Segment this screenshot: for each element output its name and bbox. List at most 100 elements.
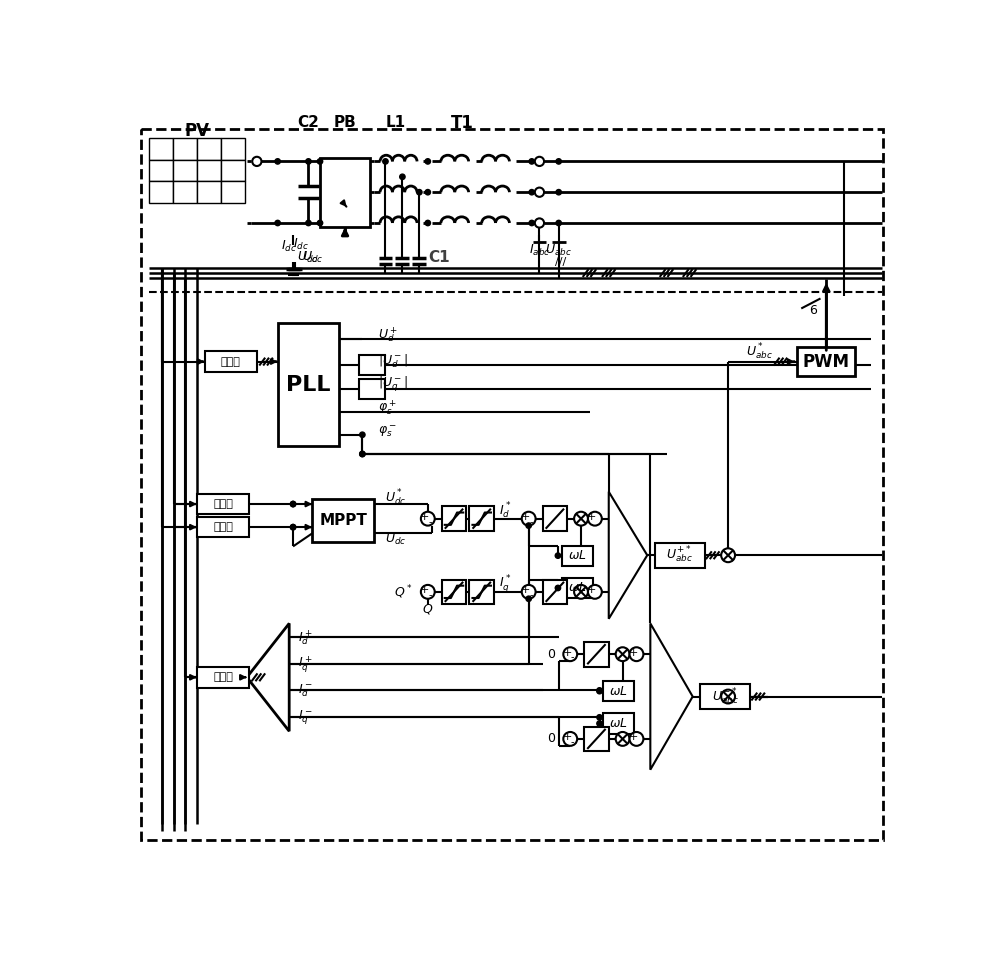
Bar xyxy=(469,580,494,604)
Text: -: - xyxy=(571,652,574,662)
Bar xyxy=(173,138,197,160)
Text: -: - xyxy=(428,589,432,600)
Text: $\varphi_s^-$: $\varphi_s^-$ xyxy=(378,423,397,439)
Bar xyxy=(278,324,339,446)
Text: $I_d^*$: $I_d^*$ xyxy=(499,501,512,521)
Bar xyxy=(197,160,221,181)
Circle shape xyxy=(383,158,388,164)
Bar xyxy=(197,138,221,160)
Circle shape xyxy=(597,721,602,726)
Text: $U_{dc}$: $U_{dc}$ xyxy=(297,251,318,265)
Bar xyxy=(197,494,249,514)
Text: $I_d^+$: $I_d^+$ xyxy=(298,628,313,647)
Circle shape xyxy=(535,187,544,197)
Text: +: + xyxy=(420,586,429,595)
Bar xyxy=(320,157,370,227)
Bar xyxy=(603,713,634,733)
Bar xyxy=(442,506,466,531)
Text: 0: 0 xyxy=(547,648,555,660)
Circle shape xyxy=(317,220,323,226)
Text: +: + xyxy=(587,586,596,595)
Circle shape xyxy=(290,501,296,507)
Circle shape xyxy=(597,687,602,693)
Circle shape xyxy=(574,512,588,526)
Circle shape xyxy=(400,174,405,180)
Circle shape xyxy=(616,647,630,661)
Text: $I_q^-$: $I_q^-$ xyxy=(298,708,313,727)
Text: $I_{dc}$: $I_{dc}$ xyxy=(281,238,297,253)
Circle shape xyxy=(529,189,534,195)
Text: $\omega L$: $\omega L$ xyxy=(609,717,628,730)
Text: L1: L1 xyxy=(385,115,406,131)
Circle shape xyxy=(306,158,311,164)
Bar xyxy=(543,506,567,531)
Text: +: + xyxy=(629,648,638,658)
Text: MPPT: MPPT xyxy=(319,513,367,528)
Text: $U_{dc}^*$: $U_{dc}^*$ xyxy=(385,488,407,508)
Circle shape xyxy=(616,732,630,746)
Bar xyxy=(469,506,494,531)
Text: $I_{dc}$: $I_{dc}$ xyxy=(293,237,309,252)
Bar xyxy=(562,578,593,598)
Text: $U_{abc}$: $U_{abc}$ xyxy=(545,243,572,257)
Text: -: - xyxy=(529,516,533,527)
Circle shape xyxy=(721,689,735,704)
Text: +: + xyxy=(521,512,530,522)
Text: PV: PV xyxy=(184,122,209,139)
Text: $U_{abc}^*$: $U_{abc}^*$ xyxy=(746,342,772,363)
Bar xyxy=(149,181,173,203)
Bar xyxy=(221,181,245,203)
Text: +: + xyxy=(562,732,572,742)
Circle shape xyxy=(588,585,602,599)
Text: -: - xyxy=(529,589,533,600)
Text: 6: 6 xyxy=(809,303,817,317)
Circle shape xyxy=(275,220,280,226)
Circle shape xyxy=(317,158,323,164)
Bar xyxy=(442,580,466,604)
Bar xyxy=(358,378,385,398)
Circle shape xyxy=(425,158,430,164)
Text: $\omega L$: $\omega L$ xyxy=(609,684,628,698)
Bar xyxy=(197,666,249,688)
Circle shape xyxy=(556,189,561,195)
Circle shape xyxy=(425,220,430,226)
Circle shape xyxy=(522,512,536,526)
Bar xyxy=(358,355,385,375)
Text: $|U_d^-|$: $|U_d^-|$ xyxy=(378,353,408,371)
Text: +: + xyxy=(521,586,530,595)
Circle shape xyxy=(360,451,365,457)
Circle shape xyxy=(360,451,365,457)
Text: $I_d^-$: $I_d^-$ xyxy=(298,683,313,699)
Circle shape xyxy=(522,585,536,599)
Text: 0: 0 xyxy=(547,732,555,745)
Bar xyxy=(197,181,221,203)
Bar xyxy=(149,160,173,181)
Text: 平均值: 平均值 xyxy=(213,499,233,509)
Text: $I_{abc}$: $I_{abc}$ xyxy=(529,243,550,257)
Text: $\omega L$: $\omega L$ xyxy=(568,582,587,594)
Bar xyxy=(173,181,197,203)
Bar xyxy=(197,517,249,538)
Bar xyxy=(543,580,567,604)
Circle shape xyxy=(290,524,296,530)
Circle shape xyxy=(275,158,280,164)
Circle shape xyxy=(290,524,296,530)
Text: $\varphi_s^+$: $\varphi_s^+$ xyxy=(378,398,397,418)
Text: -: - xyxy=(571,737,574,747)
Bar xyxy=(149,138,173,160)
Circle shape xyxy=(529,220,534,226)
Text: C1: C1 xyxy=(429,251,450,265)
Circle shape xyxy=(417,189,422,195)
Text: +: + xyxy=(420,512,429,522)
Circle shape xyxy=(535,218,544,228)
Circle shape xyxy=(630,647,643,661)
Bar xyxy=(655,543,705,567)
Text: $|U_q^-|$: $|U_q^-|$ xyxy=(378,375,408,395)
Text: PLL: PLL xyxy=(286,374,331,395)
Circle shape xyxy=(556,158,561,164)
Circle shape xyxy=(290,501,296,507)
Circle shape xyxy=(563,647,577,661)
Circle shape xyxy=(556,220,561,226)
Circle shape xyxy=(425,189,430,195)
Circle shape xyxy=(597,714,602,720)
